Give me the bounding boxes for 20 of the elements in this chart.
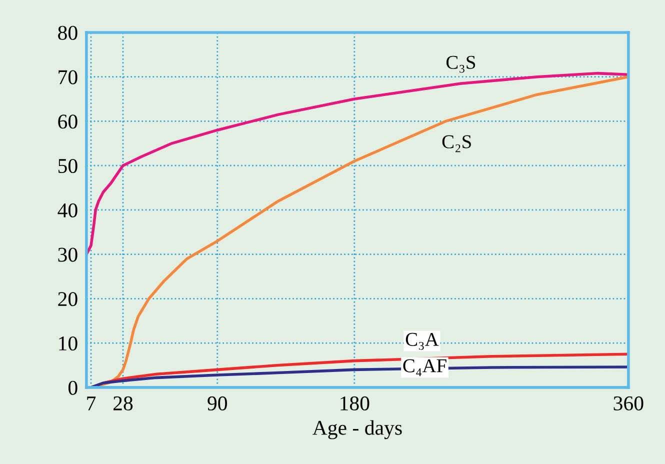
x-tick-label: 180 <box>340 396 370 410</box>
line-series <box>86 72 628 256</box>
y-tick-label: 70 <box>58 70 78 84</box>
x-tick-label: 90 <box>208 396 227 410</box>
x-tick-label: 360 <box>614 396 644 410</box>
y-tick-label: 50 <box>58 158 78 174</box>
x-tick-label: 7 <box>87 396 96 410</box>
y-tick-label: 0 <box>68 380 78 395</box>
y-tick-label: 80 <box>58 26 78 40</box>
x-axis-title: Age - days <box>312 420 402 440</box>
series-label: C₄AF <box>403 359 446 376</box>
x-tick-label: 28 <box>113 396 133 410</box>
y-tick-label: 30 <box>58 248 78 262</box>
series-label: C₂S <box>442 135 471 152</box>
y-tick-label: 60 <box>58 114 78 129</box>
series-label: C₃A <box>406 332 439 350</box>
y-tick-label: 40 <box>58 203 78 218</box>
y-tick-label: 20 <box>58 292 78 306</box>
series-label: C₃S <box>446 56 476 73</box>
y-tick-label: 10 <box>59 336 78 351</box>
